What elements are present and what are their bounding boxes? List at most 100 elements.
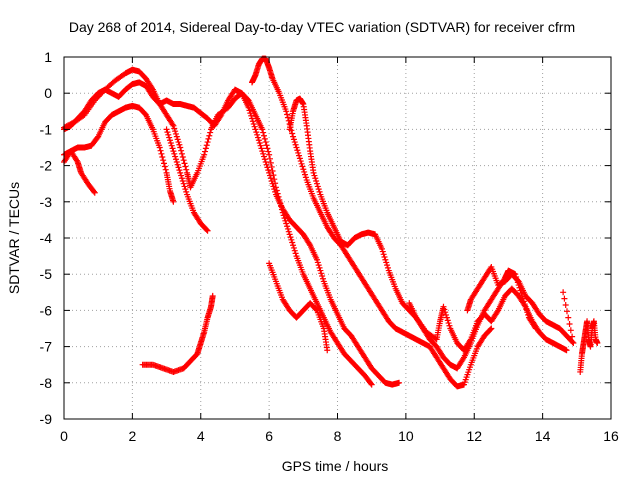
data-point [180,157,187,164]
data-point [204,227,211,234]
data-point [284,111,291,118]
data-point [296,152,303,159]
data-point [172,153,179,160]
data-point [168,142,175,149]
data-point [569,339,576,346]
data-point [286,231,293,238]
x-tick-label: 2 [128,428,136,444]
data-point [167,139,174,146]
data-point [259,148,266,155]
y-tick-label: -8 [40,375,53,391]
data-point [272,188,279,195]
data-point [175,164,182,171]
data-point [291,139,298,146]
data-point [378,245,385,252]
data-point [563,308,570,315]
data-point [170,198,177,205]
data-point [315,262,322,269]
data-point [179,154,186,161]
data-point [253,129,260,136]
data-point [298,160,305,167]
data-point [176,167,183,174]
data-point [267,159,274,166]
data-point [314,183,321,190]
data-point [171,150,178,157]
data-point [283,108,290,115]
data-point [202,145,209,152]
data-point [158,150,165,157]
data-point [565,314,572,321]
data-point [262,158,269,165]
data-point [445,320,452,327]
data-point [260,153,267,160]
series-group [61,79,403,388]
data-point [247,110,254,117]
data-point [314,259,321,266]
data-point [250,120,257,127]
x-tick-label: 4 [197,428,205,444]
data-point [443,311,450,318]
data-point [249,118,256,125]
y-tick-label: -4 [40,230,53,246]
data-point [252,126,259,133]
data-point [446,322,453,329]
data-point [170,122,177,129]
data-point [285,228,292,235]
data-point [73,157,80,164]
data-point [181,160,188,167]
data-point [209,292,216,299]
data-point [443,314,450,321]
data-point [460,355,467,362]
data-point [300,166,307,173]
data-point [382,256,389,263]
data-point [164,129,171,136]
data-point [269,168,276,175]
data-point [172,128,179,135]
data-point [258,145,265,152]
series-group [163,126,211,234]
data-point [262,139,269,146]
data-point [159,154,166,161]
data-point [317,267,324,274]
data-point [310,169,317,176]
data-point [178,172,185,179]
data-point [249,115,256,122]
data-point [161,163,168,170]
data-point [288,236,295,243]
data-point [567,327,574,334]
data-point [160,160,167,167]
data-point [302,171,309,178]
x-tick-label: 12 [466,428,482,444]
data-point [315,186,322,193]
series-group [464,263,577,346]
data-point [261,156,268,163]
data-point [91,189,98,196]
data-point [312,175,319,182]
data-point [183,188,190,195]
data-point [254,131,261,138]
data-point [384,264,391,271]
series-group [61,148,98,196]
y-tick-label: -6 [40,302,53,318]
data-point [169,145,176,152]
data-point [266,151,273,158]
y-tick-label: 1 [44,49,52,65]
series-group [406,285,570,354]
data-point [319,275,326,282]
data-point [466,337,473,344]
x-tick-label: 0 [60,428,68,444]
data-point [267,175,274,182]
data-point [293,144,300,151]
data-point [271,186,278,193]
data-point [180,180,187,187]
data-point [260,150,267,157]
data-point [257,142,264,149]
data-point [202,148,209,155]
x-tick-label: 16 [603,428,619,444]
data-point [289,239,296,246]
data-point [178,150,185,157]
data-point [256,139,263,146]
data-point [296,155,303,162]
data-point [294,147,301,154]
